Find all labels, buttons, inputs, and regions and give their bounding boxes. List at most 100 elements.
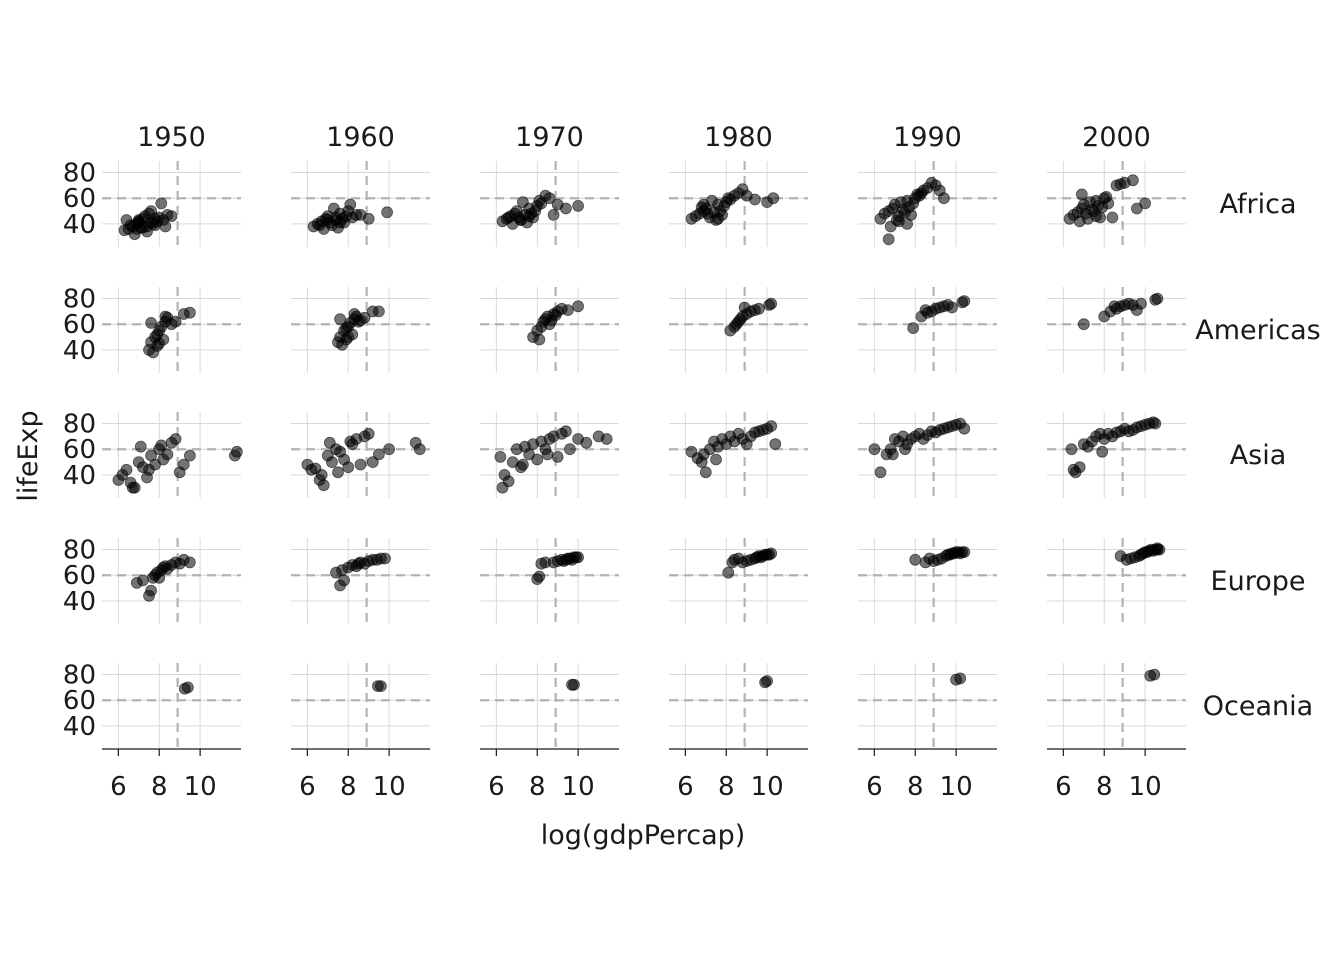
panel-americas-1970 <box>480 287 619 373</box>
panel-europe-1970 <box>480 538 619 624</box>
x-tick-label: 10 <box>940 772 973 802</box>
data-point <box>1063 212 1076 225</box>
data-point <box>697 448 710 461</box>
x-axis-1980: 6 8 10 <box>669 748 808 802</box>
y-axis-title: lifeExp <box>13 410 44 501</box>
y-tick-label: 40 <box>63 587 96 617</box>
y-tick-label: 80 <box>63 536 96 566</box>
data-point <box>161 448 174 461</box>
data-point <box>362 427 375 440</box>
x-tick-label: 10 <box>562 772 595 802</box>
facet-label-year: 2000 <box>1082 122 1151 153</box>
data-point <box>722 566 735 579</box>
facet-label-year: 1990 <box>893 122 962 153</box>
data-point <box>502 211 515 224</box>
data-point <box>1135 297 1147 310</box>
data-point <box>933 184 946 197</box>
data-point <box>344 435 357 448</box>
data-point <box>372 448 385 461</box>
data-point <box>1127 174 1139 187</box>
data-point <box>874 466 887 479</box>
data-point <box>352 315 365 328</box>
data-point <box>366 456 379 469</box>
data-point <box>145 584 158 597</box>
panel-americas-1980 <box>669 287 808 373</box>
data-point <box>580 436 593 449</box>
data-point <box>120 214 133 226</box>
data-point <box>183 449 196 462</box>
data-point <box>1153 543 1166 556</box>
data-point <box>1114 178 1127 191</box>
x-tick-label: 8 <box>718 772 735 802</box>
y-tick-label: 40 <box>63 461 96 491</box>
data-point <box>342 461 355 474</box>
x-tick-label: 6 <box>1055 772 1072 802</box>
data-point <box>1096 445 1109 458</box>
facet-label-year: 1970 <box>515 122 584 153</box>
data-point <box>313 219 326 232</box>
x-tick-label: 8 <box>907 772 924 802</box>
data-point <box>517 196 529 209</box>
data-point <box>494 450 507 463</box>
data-point <box>539 556 552 569</box>
data-point <box>533 570 546 583</box>
data-point <box>1148 668 1161 681</box>
x-tick-label: 10 <box>1129 772 1162 802</box>
x-tick-label: 8 <box>340 772 357 802</box>
y-tick-label: 60 <box>63 686 96 716</box>
data-point <box>712 212 724 225</box>
data-point <box>765 420 778 433</box>
data-point <box>730 318 743 331</box>
y-tick-label: 40 <box>63 210 96 240</box>
data-point <box>765 297 778 310</box>
data-point <box>738 301 751 314</box>
y-tick-label: 80 <box>63 410 96 440</box>
facet-label-continent: Europe <box>1211 566 1306 597</box>
data-point <box>183 306 196 319</box>
data-point <box>332 466 344 479</box>
data-point <box>159 310 172 323</box>
data-point <box>564 443 576 456</box>
x-tick-label: 6 <box>677 772 694 802</box>
panel-europe-1980 <box>669 538 808 624</box>
data-point <box>1106 211 1119 224</box>
data-point <box>334 216 347 229</box>
data-point <box>901 217 913 230</box>
data-point <box>169 433 182 445</box>
data-point <box>317 479 330 492</box>
y-tick-label: 80 <box>63 285 96 315</box>
data-point <box>1151 292 1164 305</box>
data-point <box>159 220 172 233</box>
data-point <box>362 212 375 225</box>
data-point <box>155 439 168 452</box>
data-point <box>336 338 349 351</box>
data-point <box>374 680 387 692</box>
data-point <box>1077 318 1090 331</box>
data-point <box>325 456 338 469</box>
y-tick-label: 80 <box>63 661 96 691</box>
data-point <box>572 551 584 564</box>
y-tick-label: 60 <box>63 184 96 214</box>
data-point <box>572 199 584 212</box>
panel-oceania-1990 <box>858 663 997 749</box>
data-point <box>541 448 554 461</box>
panel-europe-1990 <box>858 538 997 624</box>
data-point <box>736 183 749 196</box>
data-point <box>531 453 544 466</box>
panel-europe-2000 <box>1047 538 1186 624</box>
panel-oceania-1970 <box>480 663 619 749</box>
data-point <box>334 313 347 326</box>
data-point <box>159 560 172 573</box>
data-point <box>136 574 149 587</box>
data-point <box>710 453 722 466</box>
panel-oceania-1960 <box>291 663 430 749</box>
data-point <box>909 553 922 566</box>
data-point <box>340 322 353 335</box>
y-tick-label: 40 <box>63 336 96 366</box>
data-point <box>543 192 556 205</box>
data-point <box>126 481 139 494</box>
